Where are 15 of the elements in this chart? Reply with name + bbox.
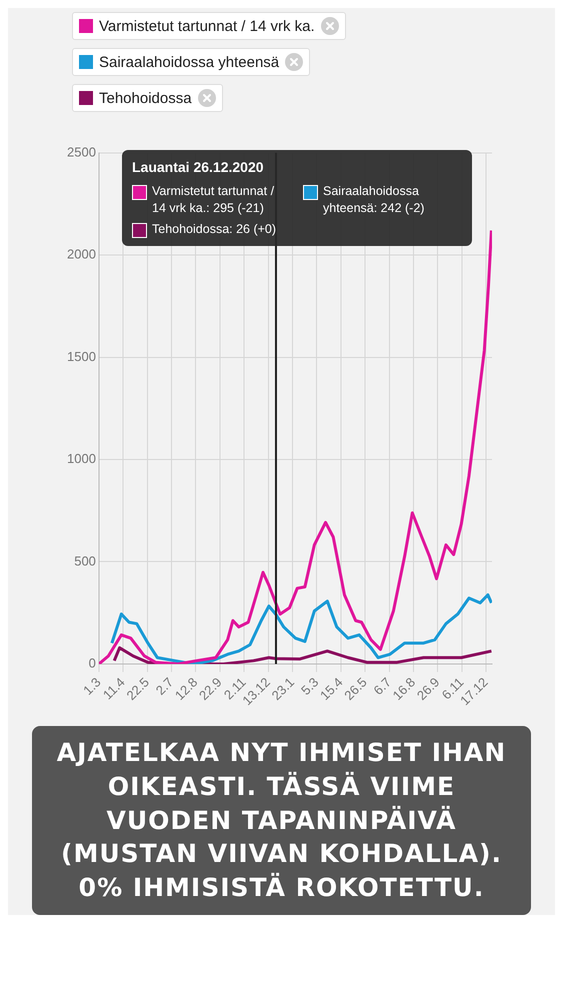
y-tick-label: 0: [88, 656, 96, 671]
legend-label: Sairaalahoidossa yhteensä: [99, 54, 280, 70]
legend-label: Tehohoidossa: [99, 90, 192, 106]
y-tick-label: 1000: [67, 451, 96, 466]
x-tick-label: 23.1: [268, 674, 298, 704]
legend-label: Varmistetut tartunnat / 14 vrk ka.: [99, 18, 315, 34]
annotation: Lauantai 26.12.2020: [132, 158, 265, 177]
text: AJATELKAA NYT IHMISET IHAN OIKEASTI. TÄSSÄ VIIME VUODEN TAPANINPÄIVÄ (MUSTAN VIIVAN KOHDALLA). 0% IHMISISTÄ ROKOTETTU.: [32, 726, 531, 915]
y-tick-label: 2000: [67, 246, 96, 262]
y-tick-label: 500: [74, 553, 96, 568]
y-tick-label: 1500: [67, 348, 96, 364]
y-tick-label: 2500: [67, 144, 96, 160]
annotation: Varmistetut tartunnat / 14 vrk ka.: 295 (-21): [152, 182, 276, 217]
annotation: Tehohoidossa: 26 (+0): [152, 220, 276, 238]
annotation: Sairaalahoidossa yhteensä: 242 (-2): [323, 182, 426, 217]
